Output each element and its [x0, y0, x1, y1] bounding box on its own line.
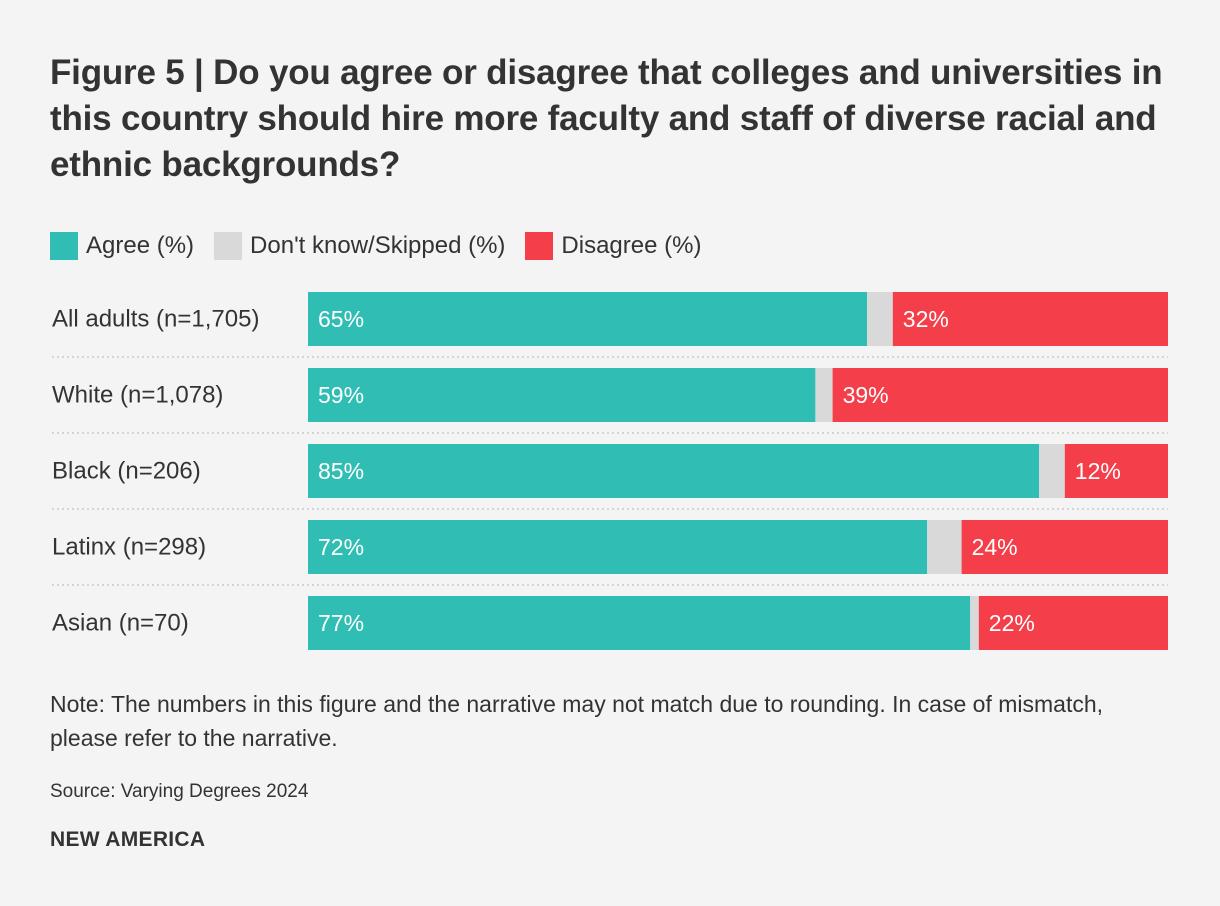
- chart-source: Source: Varying Degrees 2024: [50, 781, 309, 802]
- bar-all-adults-disagree: [892, 292, 1168, 346]
- data-label-all-adults-disagree: 32%: [903, 306, 949, 332]
- legend-item-dont-know: Don't know/Skipped (%): [214, 232, 505, 260]
- legend-swatch-disagree: [525, 232, 554, 260]
- data-label-white-agree: 59%: [318, 382, 364, 408]
- data-label-asian-disagree: 22%: [989, 610, 1035, 636]
- bar-white-agree: [308, 368, 816, 422]
- legend-label-disagree: Disagree (%): [561, 232, 702, 259]
- stacked-bar-chart: All adults (n=1,705) 65% 32% White (n=1,078…: [52, 292, 1168, 650]
- category-label-all-adults: All adults (n=1,705): [52, 306, 259, 333]
- brand-wordmark: NEW AMERICA: [50, 828, 206, 851]
- data-label-white-disagree: 39%: [843, 382, 889, 408]
- legend-item-agree: Agree (%): [50, 232, 194, 260]
- data-label-latinx-disagree: 24%: [972, 534, 1018, 560]
- category-label-white: White (n=1,078): [52, 382, 223, 409]
- data-label-all-adults-agree: 65%: [318, 306, 364, 332]
- category-label-black: Black (n=206): [52, 458, 201, 485]
- data-label-latinx-agree: 72%: [318, 534, 364, 560]
- bar-asian-don-t-know-skipped: [970, 596, 979, 650]
- chart-note: Note: The numbers in this figure and the…: [50, 691, 1104, 751]
- legend-label-dont-know: Don't know/Skipped (%): [250, 232, 506, 259]
- data-label-asian-agree: 77%: [318, 610, 364, 636]
- bar-all-adults-don-t-know-skipped: [867, 292, 893, 346]
- bar-asian-agree: [308, 596, 971, 650]
- legend-swatch-dont-know: [214, 232, 243, 260]
- data-label-black-agree: 85%: [318, 458, 364, 484]
- legend-item-disagree: Disagree (%): [525, 232, 701, 260]
- bar-latinx-agree: [308, 520, 928, 574]
- category-label-latinx: Latinx (n=298): [52, 534, 206, 561]
- bar-latinx-disagree: [961, 520, 1168, 574]
- bar-white-don-t-know-skipped: [815, 368, 833, 422]
- bar-white-disagree: [832, 368, 1168, 422]
- bar-all-adults-agree: [308, 292, 867, 346]
- bar-black-disagree: [1064, 444, 1168, 498]
- bar-black-don-t-know-skipped: [1039, 444, 1065, 498]
- legend-label-agree: Agree (%): [86, 232, 195, 259]
- chart-title: Figure 5 | Do you agree or disagree that…: [50, 53, 1163, 184]
- bar-latinx-don-t-know-skipped: [927, 520, 962, 574]
- category-label-asian: Asian (n=70): [52, 610, 189, 637]
- data-label-black-disagree: 12%: [1075, 458, 1121, 484]
- bar-asian-disagree: [978, 596, 1168, 650]
- legend: Agree (%) Don't know/Skipped (%) Disagre…: [50, 230, 721, 262]
- bar-black-agree: [308, 444, 1039, 498]
- legend-swatch-agree: [50, 232, 78, 260]
